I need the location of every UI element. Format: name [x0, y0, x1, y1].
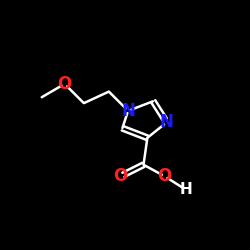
Text: H: H — [180, 182, 192, 197]
Text: O: O — [158, 167, 172, 185]
Text: O: O — [58, 75, 72, 93]
Text: O: O — [113, 167, 128, 185]
Text: N: N — [121, 102, 135, 120]
Text: N: N — [160, 114, 173, 132]
